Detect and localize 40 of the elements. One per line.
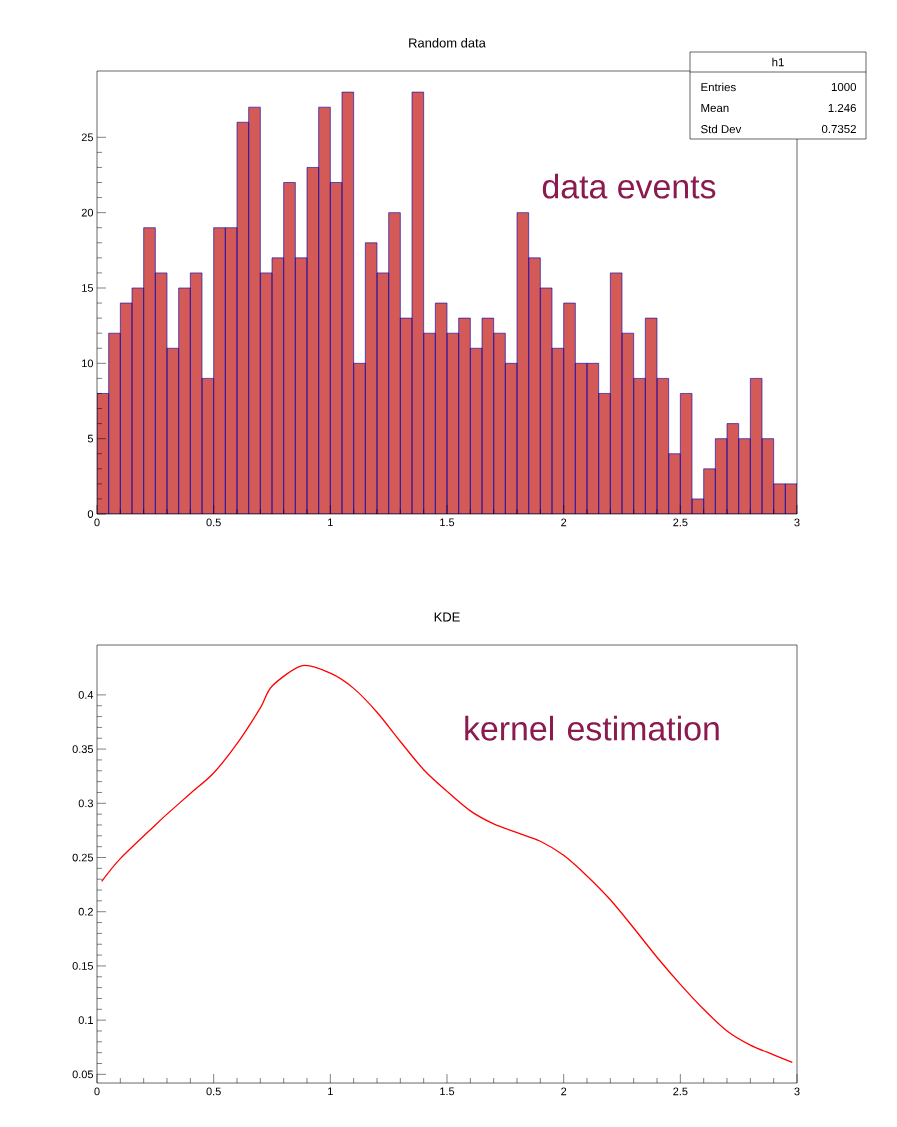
y-tick-label: 25 [81,133,94,142]
x-tick-label: 1.5 [440,518,455,527]
x-tick-label: 0 [94,1087,100,1096]
y-tick-label: 0.2 [78,907,93,916]
line-series [101,664,793,1064]
y-tick-label: 0.4 [78,691,94,699]
y-tick-label: 15 [82,284,94,292]
x-tick-label: 1.5 [440,1087,455,1096]
y-tick-label: 5 [87,434,94,443]
text: 0.7352 [821,124,856,134]
text: h1 [772,57,784,67]
annotation: Std Dev [701,124,742,134]
y-tick-label: 0.15 [72,962,94,970]
x-tick-label: 2.5 [673,518,688,527]
annotation: Entries [701,82,736,92]
y-tick-label: 20 [81,208,94,217]
y-tick-label: 0.25 [72,853,94,862]
x-tick-label: 1 [328,1087,333,1096]
y-tick-label: 0.3 [78,799,93,808]
x-tick-label: 0.5 [206,518,221,527]
annotation: Mean [701,104,729,112]
x-tick-label: 3 [794,518,800,527]
x-tick-label: 0.5 [206,1087,221,1096]
y-tick-label: 0.35 [72,745,94,753]
y-tick-label: 0 [87,510,94,518]
x-tick-label: 1 [328,518,333,527]
chart-title: KDE [434,612,460,622]
y-tick-label: 0.05 [72,1070,94,1079]
y-tick-label: 10 [82,359,94,368]
text: 1.246 [828,103,856,113]
y-tick-label: 0.1 [78,1016,93,1025]
x-tick-label: 0 [94,518,100,527]
x-tick-label: 2.5 [673,1087,688,1096]
text: 1000 [831,82,857,92]
annotation: data events [542,173,716,199]
chart-title: Random data [409,37,486,48]
x-tick-label: 2 [561,1087,567,1096]
x-tick-label: 2 [561,518,567,527]
x-tick-label: 3 [794,1087,800,1096]
annotation: kernel estimation [465,715,719,741]
